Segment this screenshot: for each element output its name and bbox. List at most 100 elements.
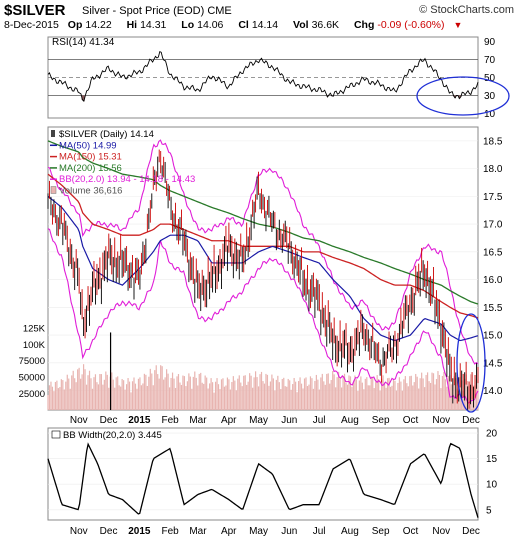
volume-bar xyxy=(90,378,92,410)
volume-bar xyxy=(154,370,156,410)
volume-bar xyxy=(163,379,165,410)
volume-bar xyxy=(398,377,401,410)
volume-bar xyxy=(51,386,54,410)
volume-bar xyxy=(137,378,140,410)
volume-bar xyxy=(292,384,294,410)
volume-bar xyxy=(272,378,274,410)
volume-bar xyxy=(183,376,186,410)
volume-bar xyxy=(69,388,71,410)
volume-bar xyxy=(441,375,444,410)
volume-bar xyxy=(444,379,446,410)
x-axis-label-bottom: Jun xyxy=(281,526,297,537)
volume-bar xyxy=(254,371,257,410)
stockcharts-logo[interactable]: © StockCharts.com xyxy=(419,4,514,16)
volume-bar xyxy=(340,387,343,410)
volume-bar xyxy=(421,372,423,410)
volume-bar xyxy=(336,377,338,410)
volume-bar xyxy=(330,380,332,410)
volume-bar xyxy=(395,390,398,410)
bbwidth-tick-label: 5 xyxy=(486,505,492,516)
volume-bar xyxy=(99,374,101,410)
volume-bar xyxy=(78,367,80,410)
x-axis-label: Nov xyxy=(432,415,450,426)
volume-bar xyxy=(60,379,62,410)
volume-bar xyxy=(123,380,125,410)
close-label: Cl xyxy=(238,19,249,31)
volume-bar xyxy=(194,371,196,410)
volume-bar xyxy=(321,373,323,410)
volume-bar xyxy=(186,381,188,410)
legend-label-ma150: MA(150) 15.31 xyxy=(59,152,122,163)
x-axis-label: Mar xyxy=(189,415,207,426)
x-axis-label-bottom: Mar xyxy=(189,526,207,537)
volume-bar xyxy=(324,384,326,410)
volume-bar xyxy=(343,373,346,410)
volume-bar xyxy=(318,389,320,410)
volume-bar xyxy=(85,384,88,410)
volume-bar xyxy=(173,378,175,410)
volume-bar xyxy=(268,385,270,410)
volume-bar xyxy=(47,395,49,410)
volume-bar xyxy=(214,381,217,410)
volume-bar xyxy=(232,376,234,410)
volume-bar xyxy=(252,387,254,410)
volume-bar xyxy=(105,371,107,410)
price-tick-label: 18.5 xyxy=(483,136,503,147)
legend-label-ma50: MA(50) 14.99 xyxy=(59,140,117,151)
bbwidth-legend-swatch xyxy=(51,430,61,439)
volume-bar xyxy=(300,383,303,410)
volume-bar xyxy=(164,377,166,410)
volume-bar xyxy=(57,388,59,410)
volume-bar xyxy=(407,386,409,410)
volume-bar xyxy=(311,378,313,410)
volume-bar xyxy=(93,377,95,410)
volume-bar xyxy=(265,373,267,410)
volume-bar xyxy=(443,371,445,410)
volume-bar xyxy=(148,376,150,410)
volume-bar xyxy=(367,385,369,410)
legend-swatch-volume xyxy=(50,186,57,194)
down-triangle-icon: ▼ xyxy=(453,20,463,30)
volume-bar xyxy=(91,388,94,410)
volume-bar xyxy=(363,389,365,410)
volume-bar xyxy=(274,390,276,410)
legend-label-volume: Volume 36,616 xyxy=(59,186,122,197)
volume-bar xyxy=(223,386,226,410)
volume-bar xyxy=(192,376,194,410)
volume-bar xyxy=(179,382,181,410)
volume-bar xyxy=(127,378,129,410)
x-axis-label-bottom: Sep xyxy=(372,526,390,537)
volume-bar xyxy=(229,389,231,410)
volume-bar xyxy=(361,382,363,410)
volume-bar xyxy=(339,378,341,410)
volume-bar xyxy=(50,381,52,410)
volume-bar xyxy=(117,376,119,410)
volume-bar xyxy=(188,373,190,410)
volume-tick-label: 25000 xyxy=(19,389,45,400)
x-axis-label-bottom: Feb xyxy=(162,526,180,537)
volume-bar xyxy=(296,392,298,410)
volume-bar xyxy=(74,378,76,410)
volume-bar xyxy=(166,369,168,410)
volume-bar xyxy=(403,379,405,410)
volume-bar xyxy=(238,375,240,410)
high-label: Hi xyxy=(126,19,138,31)
volume-bar xyxy=(96,382,98,410)
volume-bar xyxy=(354,375,356,410)
volume-bar xyxy=(94,374,97,410)
volume-bar xyxy=(152,385,154,410)
x-axis-label: Feb xyxy=(162,415,180,426)
price-tick-label: 16.5 xyxy=(483,247,503,258)
rsi-tick-label: 30 xyxy=(484,91,496,102)
x-axis-label-bottom: May xyxy=(249,526,268,537)
volume-bar xyxy=(281,379,283,410)
volume-bar xyxy=(112,379,114,410)
volume-bar xyxy=(250,375,252,410)
volume-bar xyxy=(386,378,389,410)
volume-bar xyxy=(326,373,328,410)
volume-bar xyxy=(370,376,372,410)
volume-bar xyxy=(309,376,312,410)
bollinger-lower-band xyxy=(47,228,479,404)
volume-bar xyxy=(415,373,417,410)
volume-bar xyxy=(124,389,126,410)
